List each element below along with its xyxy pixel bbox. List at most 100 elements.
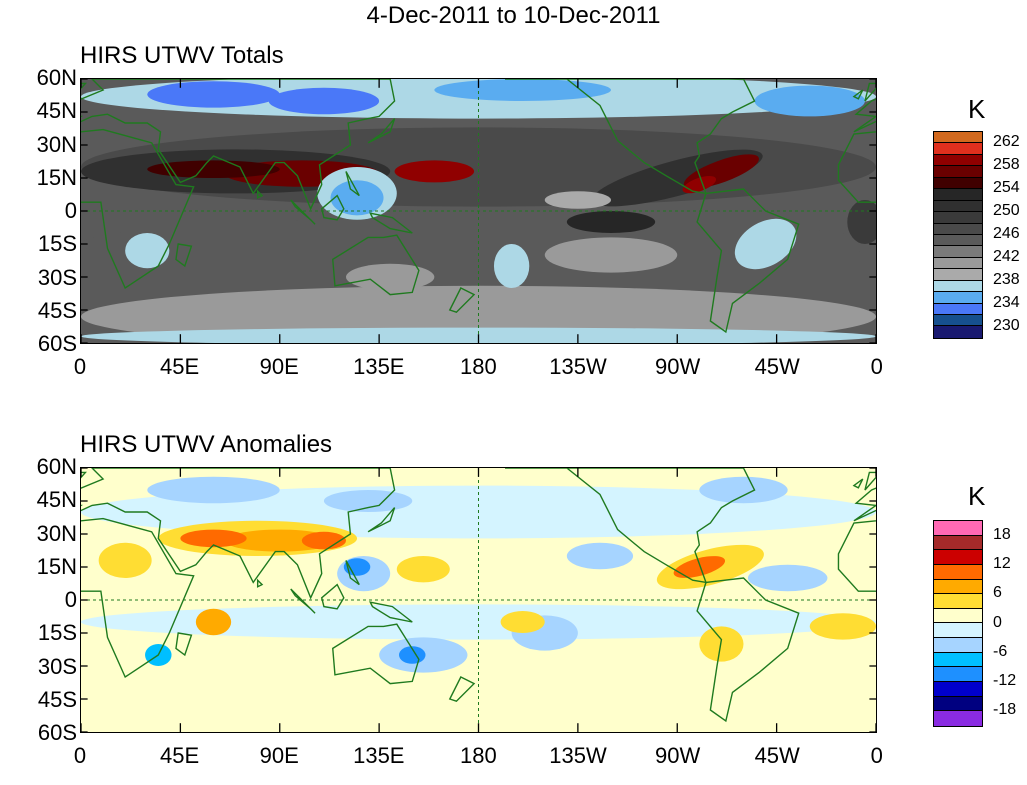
coastline (176, 633, 191, 655)
coastline (368, 508, 395, 532)
coastline (333, 624, 419, 683)
colorbar-box (934, 143, 982, 155)
lon-label: 90E (259, 354, 299, 379)
contour-region (500, 611, 545, 633)
lon-label: 0 (870, 354, 883, 379)
contour-region (673, 556, 726, 578)
colorbar-label: 18 (993, 525, 1011, 543)
colorbar-box (934, 638, 982, 653)
colorbar-label: 254 (993, 179, 1020, 197)
coastline (368, 119, 395, 143)
lon-label: 90E (259, 743, 299, 768)
colorbar-box (934, 200, 982, 213)
colorbar-box (934, 292, 982, 304)
lat-label: 30S (37, 264, 77, 290)
colorbar-box (934, 315, 982, 327)
colorbar-label: 0 (993, 613, 1002, 631)
lat-label: 15N (36, 164, 77, 190)
contour-region (682, 175, 717, 194)
contour-region (396, 556, 450, 583)
coastline (854, 83, 876, 101)
contour-region (493, 244, 530, 288)
lon-label: 135E (353, 743, 405, 768)
coastlines (81, 468, 876, 721)
contour-region (147, 81, 280, 108)
colorbar-unit-totals: K (968, 94, 986, 124)
coastline (346, 560, 359, 584)
colorbar-label: 250 (993, 202, 1020, 220)
lon-label: 90W (654, 743, 701, 768)
colorbar-box (934, 594, 982, 609)
coastline (322, 585, 344, 609)
colorbar-box (934, 189, 982, 201)
colorbar-box (934, 550, 982, 565)
lat-label: 60N (36, 65, 77, 90)
contour-region (268, 87, 380, 115)
lon-label: 45W (754, 743, 800, 768)
lon-label: 45E (160, 743, 200, 768)
contour-region (747, 564, 828, 592)
contour-region (699, 626, 744, 662)
colorbar-box (934, 564, 982, 580)
contour-region (330, 180, 384, 216)
coastline (81, 130, 194, 288)
colorbar-box (934, 711, 982, 726)
lat-label: 30N (36, 131, 77, 157)
colorbar-label: -6 (993, 642, 1008, 660)
colorbar-box (934, 326, 982, 338)
main-title: 4-Dec-2011 to 10-Dec-2011 (366, 2, 661, 29)
contour-region (734, 218, 797, 270)
colorbar-box (934, 682, 982, 697)
coastline (838, 130, 876, 288)
coastline (450, 288, 474, 312)
contour-region (191, 685, 369, 713)
contour-region (434, 79, 611, 101)
lat-label: 60S (37, 331, 77, 356)
lon-label: 0 (73, 743, 87, 768)
colorbar-box (934, 579, 982, 595)
coastline (346, 171, 359, 195)
coastline (505, 79, 755, 193)
coastline (450, 677, 474, 701)
colorbar-unit-anomalies: K (968, 481, 986, 511)
colorbar-label: 238 (993, 270, 1020, 288)
colorbar-box (934, 234, 982, 247)
contour-region (180, 529, 247, 548)
colorbar-box (934, 280, 982, 293)
contour-region (611, 699, 788, 721)
coastline (81, 468, 395, 598)
lat-label: 30N (36, 520, 77, 546)
lat-label: 60S (37, 720, 77, 745)
coastline (370, 213, 412, 233)
lat-label: 30S (37, 653, 77, 679)
coastline (838, 519, 876, 677)
contour-region (566, 542, 634, 570)
contour-region (394, 160, 475, 183)
contour-region (147, 476, 280, 504)
lat-label: 45N (36, 487, 77, 513)
lon-label: 135E (353, 354, 405, 379)
map-totals (80, 78, 877, 344)
coastline (176, 244, 191, 266)
contour-region (125, 233, 170, 269)
contour-region (81, 604, 876, 640)
colorbar-box (934, 696, 982, 712)
map-anomalies (80, 467, 877, 733)
lat-label: 45N (36, 98, 77, 124)
coastlines (81, 79, 876, 332)
contour-region (754, 85, 865, 117)
colorbar-label: 12 (993, 554, 1011, 572)
contour-region (323, 490, 413, 512)
lon-label: 90W (654, 354, 701, 379)
colorbar-totals (933, 131, 983, 339)
colorbar-box (934, 223, 982, 235)
colorbar-label: -18 (993, 701, 1017, 719)
panel-title-anomalies: HIRS UTWV Anomalies (80, 431, 333, 458)
lat-label: 60N (36, 454, 77, 479)
colorbar-box (934, 132, 982, 144)
lon-label: 0 (73, 354, 87, 379)
colorbar-box (934, 257, 982, 270)
lon-label: 180 (460, 743, 497, 768)
coastline (81, 79, 395, 209)
coastline (258, 580, 262, 587)
